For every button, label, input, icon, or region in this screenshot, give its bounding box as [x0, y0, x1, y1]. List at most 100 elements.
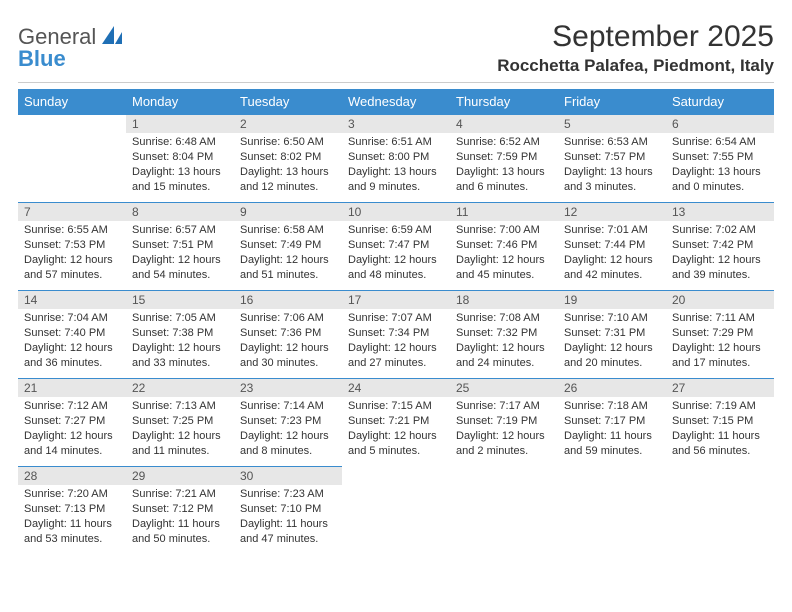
day-number: 21 — [18, 379, 126, 397]
day-cell: 10Sunrise: 6:59 AMSunset: 7:47 PMDayligh… — [342, 203, 450, 291]
sunrise-text: Sunrise: 7:21 AM — [132, 487, 228, 502]
sunset-text: Sunset: 7:21 PM — [348, 414, 444, 429]
daylight-text: Daylight: 13 hours and 9 minutes. — [348, 165, 444, 195]
day-cell: 13Sunrise: 7:02 AMSunset: 7:42 PMDayligh… — [666, 203, 774, 291]
daylight-text: Daylight: 11 hours and 47 minutes. — [240, 517, 336, 547]
weekday-header: Thursday — [450, 89, 558, 115]
day-number: 17 — [342, 291, 450, 309]
day-details: Sunrise: 6:59 AMSunset: 7:47 PMDaylight:… — [342, 221, 450, 286]
sunrise-text: Sunrise: 7:07 AM — [348, 311, 444, 326]
daylight-text: Daylight: 12 hours and 24 minutes. — [456, 341, 552, 371]
sunrise-text: Sunrise: 7:10 AM — [564, 311, 660, 326]
day-cell: 25Sunrise: 7:17 AMSunset: 7:19 PMDayligh… — [450, 379, 558, 467]
day-number: 20 — [666, 291, 774, 309]
daylight-text: Daylight: 13 hours and 15 minutes. — [132, 165, 228, 195]
day-details: Sunrise: 7:12 AMSunset: 7:27 PMDaylight:… — [18, 397, 126, 462]
sunset-text: Sunset: 7:15 PM — [672, 414, 768, 429]
month-title: September 2025 — [497, 20, 774, 54]
day-details: Sunrise: 7:10 AMSunset: 7:31 PMDaylight:… — [558, 309, 666, 374]
day-cell: 26Sunrise: 7:18 AMSunset: 7:17 PMDayligh… — [558, 379, 666, 467]
day-number: 3 — [342, 115, 450, 133]
day-details: Sunrise: 7:06 AMSunset: 7:36 PMDaylight:… — [234, 309, 342, 374]
empty-cell — [666, 467, 774, 555]
day-details: Sunrise: 7:23 AMSunset: 7:10 PMDaylight:… — [234, 485, 342, 550]
day-number: 19 — [558, 291, 666, 309]
day-cell: 11Sunrise: 7:00 AMSunset: 7:46 PMDayligh… — [450, 203, 558, 291]
day-details: Sunrise: 6:54 AMSunset: 7:55 PMDaylight:… — [666, 133, 774, 198]
day-cell: 8Sunrise: 6:57 AMSunset: 7:51 PMDaylight… — [126, 203, 234, 291]
sunset-text: Sunset: 7:12 PM — [132, 502, 228, 517]
sail-icon — [102, 26, 122, 48]
day-cell: 30Sunrise: 7:23 AMSunset: 7:10 PMDayligh… — [234, 467, 342, 555]
day-cell: 19Sunrise: 7:10 AMSunset: 7:31 PMDayligh… — [558, 291, 666, 379]
sunset-text: Sunset: 7:38 PM — [132, 326, 228, 341]
empty-cell — [558, 467, 666, 555]
sunset-text: Sunset: 7:53 PM — [24, 238, 120, 253]
day-details: Sunrise: 7:18 AMSunset: 7:17 PMDaylight:… — [558, 397, 666, 462]
sunrise-text: Sunrise: 7:20 AM — [24, 487, 120, 502]
daylight-text: Daylight: 13 hours and 0 minutes. — [672, 165, 768, 195]
daylight-text: Daylight: 12 hours and 30 minutes. — [240, 341, 336, 371]
sunrise-text: Sunrise: 7:11 AM — [672, 311, 768, 326]
sunrise-text: Sunrise: 6:51 AM — [348, 135, 444, 150]
sunset-text: Sunset: 8:02 PM — [240, 150, 336, 165]
sunset-text: Sunset: 7:59 PM — [456, 150, 552, 165]
day-number: 5 — [558, 115, 666, 133]
day-details: Sunrise: 7:08 AMSunset: 7:32 PMDaylight:… — [450, 309, 558, 374]
day-details: Sunrise: 6:57 AMSunset: 7:51 PMDaylight:… — [126, 221, 234, 286]
day-details: Sunrise: 6:48 AMSunset: 8:04 PMDaylight:… — [126, 133, 234, 198]
sunset-text: Sunset: 7:27 PM — [24, 414, 120, 429]
daylight-text: Daylight: 12 hours and 5 minutes. — [348, 429, 444, 459]
day-cell: 17Sunrise: 7:07 AMSunset: 7:34 PMDayligh… — [342, 291, 450, 379]
empty-cell — [342, 467, 450, 555]
sunset-text: Sunset: 7:32 PM — [456, 326, 552, 341]
sunrise-text: Sunrise: 7:05 AM — [132, 311, 228, 326]
day-number: 4 — [450, 115, 558, 133]
day-number: 10 — [342, 203, 450, 221]
sunset-text: Sunset: 7:13 PM — [24, 502, 120, 517]
sunset-text: Sunset: 7:57 PM — [564, 150, 660, 165]
day-details: Sunrise: 7:19 AMSunset: 7:15 PMDaylight:… — [666, 397, 774, 462]
day-details: Sunrise: 7:20 AMSunset: 7:13 PMDaylight:… — [18, 485, 126, 550]
day-details: Sunrise: 6:52 AMSunset: 7:59 PMDaylight:… — [450, 133, 558, 198]
sunrise-text: Sunrise: 6:55 AM — [24, 223, 120, 238]
day-details: Sunrise: 7:11 AMSunset: 7:29 PMDaylight:… — [666, 309, 774, 374]
sunrise-text: Sunrise: 6:48 AM — [132, 135, 228, 150]
day-cell: 18Sunrise: 7:08 AMSunset: 7:32 PMDayligh… — [450, 291, 558, 379]
day-number: 26 — [558, 379, 666, 397]
sunrise-text: Sunrise: 6:54 AM — [672, 135, 768, 150]
day-number: 24 — [342, 379, 450, 397]
calendar-body: 1Sunrise: 6:48 AMSunset: 8:04 PMDaylight… — [18, 115, 774, 555]
daylight-text: Daylight: 11 hours and 50 minutes. — [132, 517, 228, 547]
day-cell: 29Sunrise: 7:21 AMSunset: 7:12 PMDayligh… — [126, 467, 234, 555]
daylight-text: Daylight: 11 hours and 53 minutes. — [24, 517, 120, 547]
daylight-text: Daylight: 12 hours and 17 minutes. — [672, 341, 768, 371]
sunrise-text: Sunrise: 7:19 AM — [672, 399, 768, 414]
sunrise-text: Sunrise: 7:17 AM — [456, 399, 552, 414]
day-cell: 1Sunrise: 6:48 AMSunset: 8:04 PMDaylight… — [126, 115, 234, 203]
daylight-text: Daylight: 12 hours and 27 minutes. — [348, 341, 444, 371]
sunrise-text: Sunrise: 6:58 AM — [240, 223, 336, 238]
sunset-text: Sunset: 7:42 PM — [672, 238, 768, 253]
calendar-table: Sunday Monday Tuesday Wednesday Thursday… — [18, 89, 774, 555]
sunset-text: Sunset: 7:36 PM — [240, 326, 336, 341]
empty-cell — [18, 115, 126, 203]
daylight-text: Daylight: 12 hours and 51 minutes. — [240, 253, 336, 283]
daylight-text: Daylight: 13 hours and 6 minutes. — [456, 165, 552, 195]
daylight-text: Daylight: 12 hours and 8 minutes. — [240, 429, 336, 459]
sunrise-text: Sunrise: 7:00 AM — [456, 223, 552, 238]
sunrise-text: Sunrise: 7:23 AM — [240, 487, 336, 502]
daylight-text: Daylight: 12 hours and 2 minutes. — [456, 429, 552, 459]
day-cell: 5Sunrise: 6:53 AMSunset: 7:57 PMDaylight… — [558, 115, 666, 203]
day-details: Sunrise: 7:15 AMSunset: 7:21 PMDaylight:… — [342, 397, 450, 462]
brand-line2: Blue — [18, 46, 66, 71]
sunrise-text: Sunrise: 7:01 AM — [564, 223, 660, 238]
day-number: 11 — [450, 203, 558, 221]
day-cell: 22Sunrise: 7:13 AMSunset: 7:25 PMDayligh… — [126, 379, 234, 467]
sunset-text: Sunset: 7:40 PM — [24, 326, 120, 341]
sunset-text: Sunset: 8:04 PM — [132, 150, 228, 165]
day-details: Sunrise: 7:01 AMSunset: 7:44 PMDaylight:… — [558, 221, 666, 286]
day-details: Sunrise: 7:14 AMSunset: 7:23 PMDaylight:… — [234, 397, 342, 462]
daylight-text: Daylight: 12 hours and 33 minutes. — [132, 341, 228, 371]
daylight-text: Daylight: 12 hours and 20 minutes. — [564, 341, 660, 371]
